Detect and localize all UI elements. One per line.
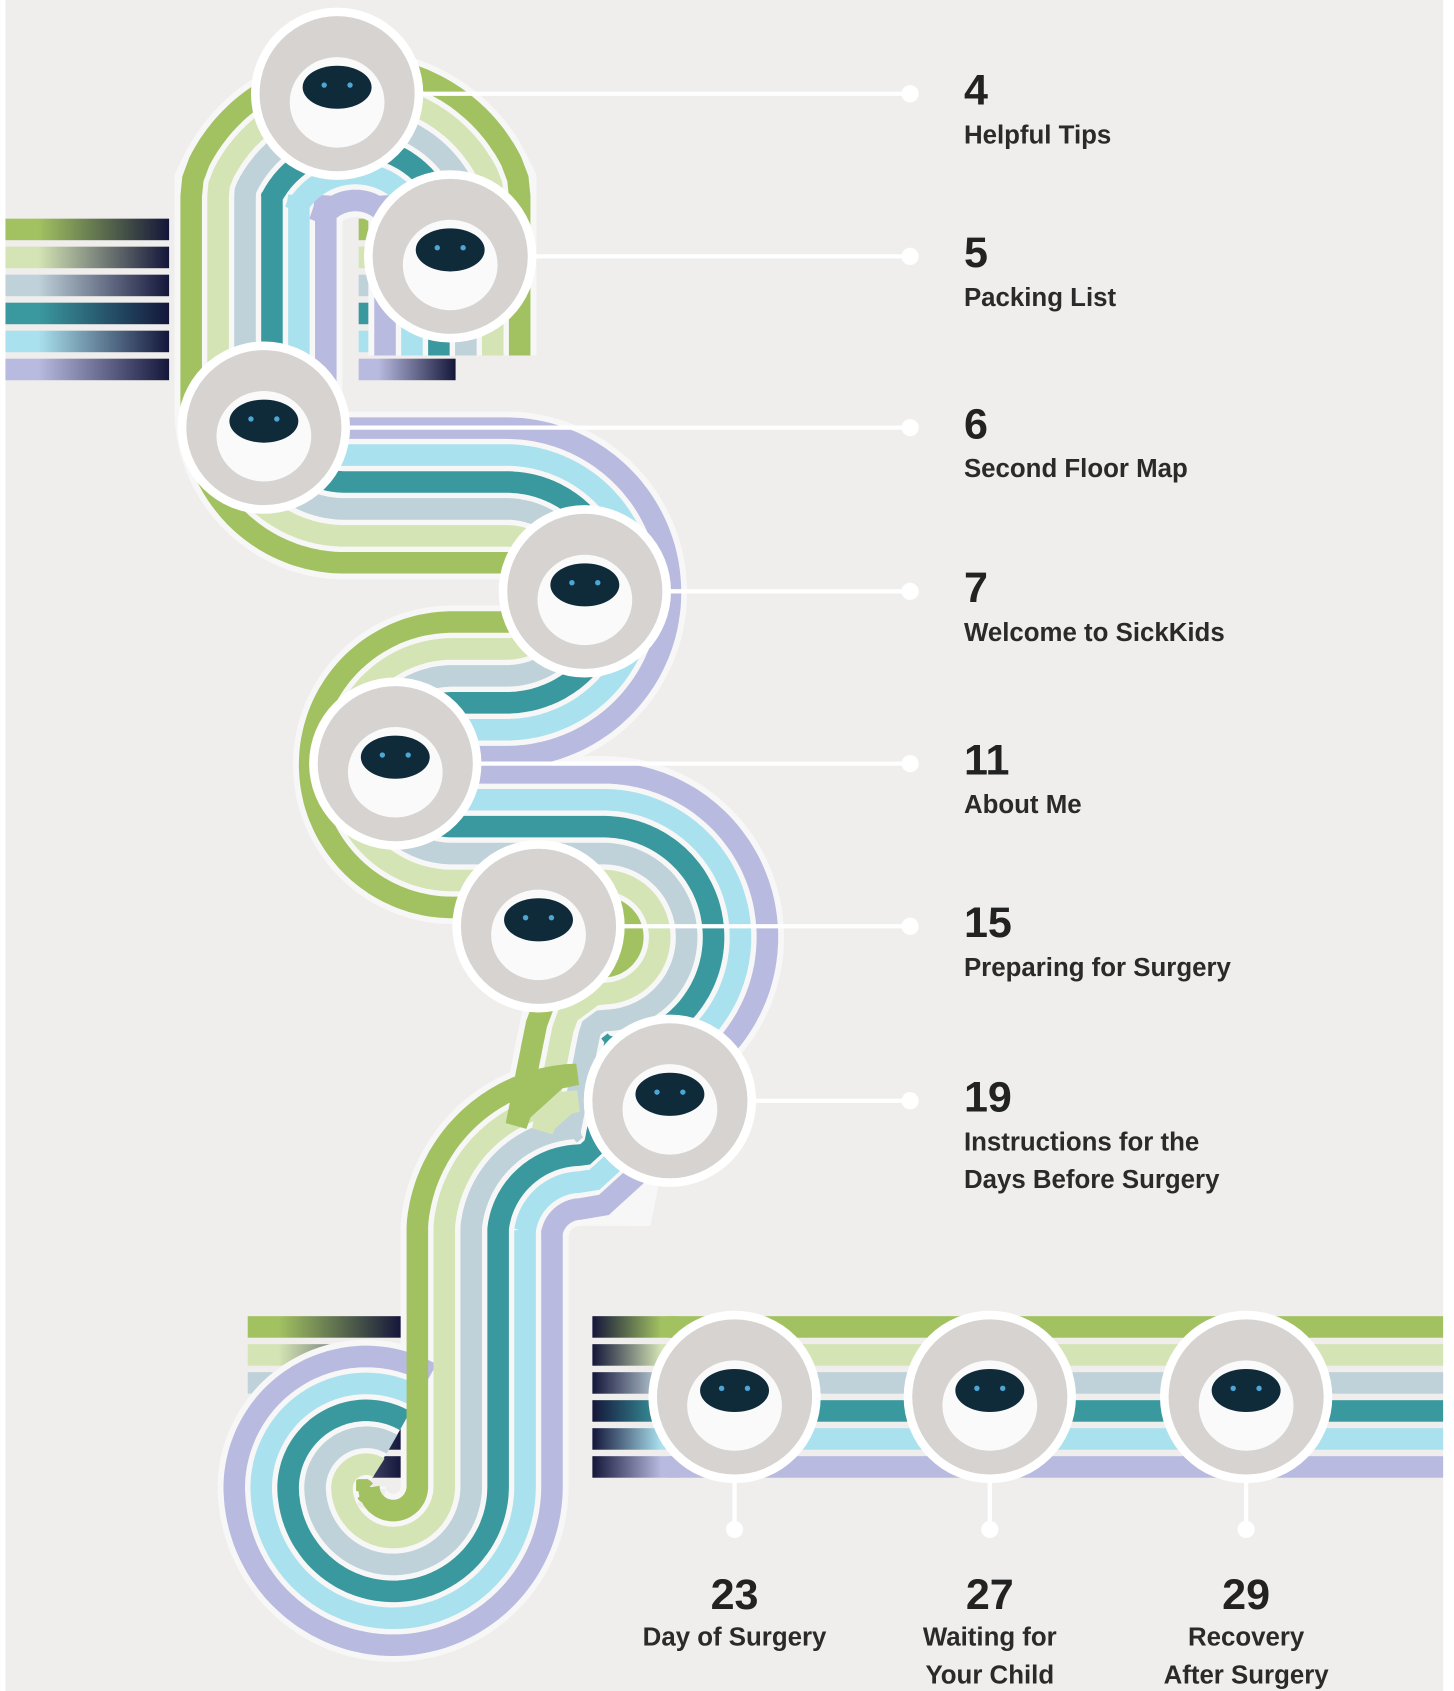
robot-visor [1212, 1369, 1281, 1412]
robot-eye [347, 82, 352, 87]
page-number: 23 [711, 1571, 759, 1619]
robot-eye [380, 752, 385, 757]
page-number: 15 [964, 899, 1012, 947]
robot-eye [523, 915, 528, 920]
page-number: 27 [966, 1571, 1014, 1619]
page: {"entries": [ {"page": 4, "title": ["Hel… [0, 0, 1454, 1691]
robot-eye [435, 245, 440, 250]
chapter-title: Day of Surgery [643, 1624, 827, 1652]
stub [5, 359, 169, 381]
connector-dot [1238, 1521, 1255, 1538]
robot-eye [460, 245, 465, 250]
chapter-title: Instructions for the [964, 1128, 1199, 1156]
robot-visor [700, 1369, 769, 1412]
chapter-title: Days Before Surgery [964, 1166, 1220, 1194]
connector-dot [901, 583, 918, 600]
robot-visor [303, 66, 372, 109]
connector-dot [981, 1521, 998, 1538]
robot-eye [595, 580, 600, 585]
page-number: 19 [964, 1074, 1012, 1122]
chapter-title: Second Floor Map [964, 455, 1188, 483]
robot-eye [274, 416, 279, 421]
robot-eye [654, 1089, 659, 1094]
page-number: 29 [1222, 1571, 1270, 1619]
robot-eye [1231, 1386, 1236, 1391]
page-number: 6 [964, 400, 988, 448]
connector-dot [901, 918, 918, 935]
stub [359, 359, 456, 381]
chapter-title: Waiting for [923, 1624, 1057, 1652]
robot-visor [504, 898, 573, 941]
robot-visor [635, 1073, 704, 1116]
page-number: 5 [964, 229, 988, 277]
robot-eye [745, 1386, 750, 1391]
stub [5, 303, 169, 325]
robot-eye [680, 1089, 685, 1094]
connector-dot [901, 755, 918, 772]
connector-dot [901, 1092, 918, 1109]
stub [5, 331, 169, 353]
chapter-title: About Me [964, 791, 1082, 819]
chapter-title: Welcome to SickKids [964, 619, 1225, 647]
robot-eye [569, 580, 574, 585]
chapter-title: Preparing for Surgery [964, 954, 1232, 982]
connector-dot [901, 85, 918, 102]
robot-visor [955, 1369, 1024, 1412]
robot-eye [549, 915, 554, 920]
stub [5, 219, 169, 241]
stub [592, 1316, 678, 1338]
chapter-title: Your Child [925, 1661, 1054, 1689]
robot-eye [406, 752, 411, 757]
robot-visor [229, 400, 298, 443]
chapter-title: After Surgery [1164, 1661, 1330, 1689]
page-number: 4 [964, 66, 988, 114]
robot-eye [974, 1386, 979, 1391]
robot-eye [719, 1386, 724, 1391]
robot-visor [550, 563, 619, 606]
connector-dot [901, 419, 918, 436]
chapter-title: Helpful Tips [964, 121, 1111, 149]
connector-dot [901, 248, 918, 265]
page-number: 11 [964, 736, 1010, 784]
contents-map: 4 Helpful Tips 5 Packing List 6 Second Floor … [0, 0, 1454, 1691]
robot-eye [1000, 1386, 1005, 1391]
chapter-title: Recovery [1188, 1624, 1305, 1652]
robot-eye [1256, 1386, 1261, 1391]
robot-eye [248, 416, 253, 421]
chapter-title: Packing List [964, 284, 1117, 312]
stub [5, 275, 169, 297]
robot-visor [416, 228, 485, 271]
stub [248, 1316, 402, 1338]
robot-visor [361, 736, 430, 779]
stub [592, 1456, 678, 1478]
connector-dot [726, 1521, 743, 1538]
stub [5, 247, 169, 269]
page-number: 7 [964, 564, 988, 612]
robot-eye [321, 82, 326, 87]
